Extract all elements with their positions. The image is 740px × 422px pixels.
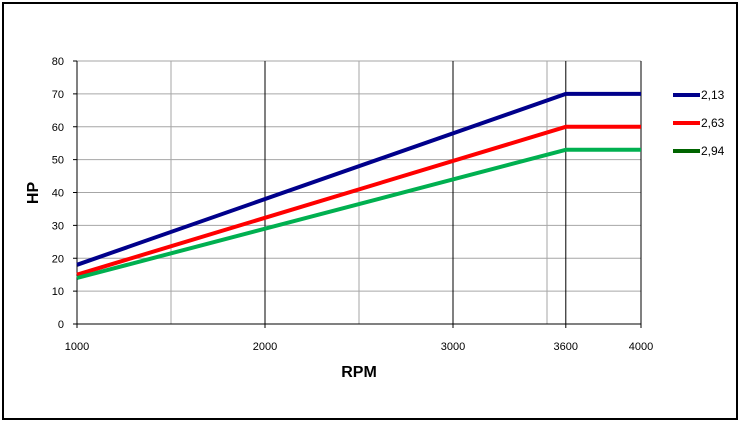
series-lines [76, 91, 641, 280]
axes [73, 60, 642, 328]
y-axis-title: HP [25, 182, 42, 205]
y-tick-label: 50 [52, 155, 64, 167]
legend-label: 2,13 [701, 88, 725, 102]
y-tick-label: 30 [52, 220, 64, 232]
x-tick-label: 4000 [629, 341, 653, 353]
y-tick-label: 70 [52, 89, 64, 101]
tick-labels: 0 10 20 30 40 50 60 70 80 1000 2000 3000 3600 4000 [52, 56, 653, 353]
legend: 2,13 2,63 2,94 [673, 88, 725, 158]
series-line [76, 147, 641, 280]
legend-label: 2,63 [701, 116, 725, 130]
y-tick-label: 20 [52, 253, 64, 265]
y-tick-label: 10 [52, 286, 64, 298]
grid-lines [77, 60, 642, 324]
y-tick-label: 80 [52, 56, 64, 68]
series-line [76, 124, 641, 277]
x-tick-label: 1000 [65, 341, 89, 353]
x-tick-label: 3000 [441, 341, 465, 353]
x-tick-label: 2000 [253, 341, 277, 353]
x-axis-title: RPM [341, 364, 377, 381]
y-tick-label: 40 [52, 188, 64, 200]
x-tick-label: 3600 [554, 341, 578, 353]
series-line [76, 91, 641, 267]
y-tick-label: 60 [52, 122, 64, 134]
y-tick-label: 0 [58, 319, 64, 331]
legend-label: 2,94 [701, 144, 725, 158]
